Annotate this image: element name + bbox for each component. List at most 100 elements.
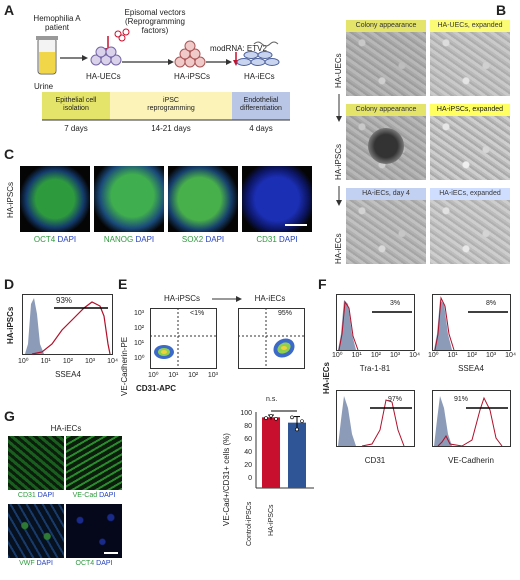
f-label-ssea4: SSEA4 <box>458 364 484 373</box>
bar-point-0-0 <box>264 416 268 420</box>
iecs-cells-icon <box>236 51 280 66</box>
modrna-label: modRNA: ETV2 <box>210 44 267 53</box>
micrograph-uecs-colony: Colony appearance <box>346 20 426 96</box>
bar-xlabel-control: Control-iPSCs <box>246 501 253 546</box>
panel-g-staining: HA-iECs CD31 DAPI VE-Cad DAPI VWF DAPI O… <box>0 424 124 580</box>
label-oct4: OCT4 DAPI <box>20 235 90 244</box>
label-cd31: CD31 DAPI <box>242 235 312 244</box>
f-label-vecad: VE-Cadherin <box>448 456 494 465</box>
e-left-title: HA-iPSCs <box>163 294 200 303</box>
urine-tube-icon <box>36 36 58 75</box>
bar-1 <box>288 422 306 488</box>
caption-ipscs-expanded: HA-iPSCs, expanded <box>430 104 510 116</box>
panel-label-a: A <box>4 2 15 18</box>
g-title: HA-iECs <box>50 424 82 433</box>
d-xtick: 10² <box>62 358 73 365</box>
bar-ytick: 60 <box>244 436 252 443</box>
d-xlabel: SSEA4 <box>55 370 81 379</box>
bar-0 <box>262 417 280 488</box>
f-hist-tra181 <box>336 294 415 351</box>
bar-ns: n.s. <box>266 396 278 403</box>
scale-bar-c <box>285 224 307 226</box>
d-xtick: 10⁰ <box>18 358 29 365</box>
label-sox2-dapi: DAPI <box>205 235 225 244</box>
label-sox2: SOX2 DAPI <box>168 235 238 244</box>
e-ytick: 10³ <box>134 310 145 317</box>
c-row-label: HA-iPSCs <box>6 181 15 218</box>
g-label-cd31: CD31 DAPI <box>8 492 64 500</box>
label-nanog: NANOG DAPI <box>94 235 164 244</box>
label-oct4-dapi: DAPI <box>57 235 77 244</box>
bar-point-1-1 <box>295 427 299 432</box>
e-xlabel: CD31-APC <box>136 384 177 393</box>
bar-point-1-0 <box>290 415 294 420</box>
g-label-vecad-dapi: DAPI <box>99 492 116 499</box>
caption-uecs-expanded: HA-UECs, expanded <box>430 20 510 32</box>
stage-2-label: iPSC reprogramming <box>147 97 195 112</box>
panel-f-histograms: HA-iECs 3% 8% 97% 91% <box>318 290 520 490</box>
plasmid-icon <box>114 28 130 42</box>
label-oct4-marker: OCT4 <box>33 235 56 244</box>
ipscs-label: HA-iPSCs <box>174 72 211 81</box>
stain-g-oct4 <box>66 504 122 558</box>
f-xtick: 10⁰ <box>428 352 439 359</box>
iecs-label: HA-iECs <box>244 72 275 81</box>
f-pct-cd31: 97% <box>388 396 403 403</box>
bar-point-1-2 <box>300 419 304 423</box>
label-nanog-dapi: DAPI <box>135 235 155 244</box>
bar-ylabel: VE-Cad+/CD31+ cells (%) <box>222 433 231 526</box>
micrograph-ipscs-expanded: HA-iPSCs, expanded <box>430 104 510 180</box>
panel-label-f: F <box>318 276 327 292</box>
e-ylabel: VE-Cadherin-PE <box>120 336 129 396</box>
panel-e-flow: HA-iPSCs HA-iECs VE-Cadherin-PE 10³ 10² 10… <box>118 290 318 580</box>
stage-1-label: Epithelial cell isolation <box>55 97 97 112</box>
bar-xlabels: Control-iPSCs HA-iPSCs <box>246 496 318 556</box>
e-ytick: 10² <box>134 325 145 332</box>
f-xticks-1: 10⁰ 10¹ 10² 10³ 10⁴ <box>332 352 420 360</box>
f-xtick: 10⁴ <box>409 352 420 359</box>
d-xticks: 10⁰ 10¹ 10² 10³ 10⁴ <box>18 358 118 366</box>
stage-3-label: Endothelial differentiation <box>240 97 282 112</box>
g-label-oct4-marker: OCT4 <box>75 560 95 567</box>
g-label-vecad-marker: VE-Cad <box>72 492 98 499</box>
bar-point-0-1 <box>269 413 273 418</box>
micrograph-iecs-expanded: HA-iECs, expanded <box>430 188 510 264</box>
e-xticks: 10⁰ 10¹ 10² 10³ <box>148 372 218 380</box>
time-3: 4 days <box>249 124 273 133</box>
d-xtick: 10³ <box>84 358 96 365</box>
f-xtick: 10³ <box>485 352 497 359</box>
f-pct-vecad: 91% <box>454 396 469 403</box>
panel-c-immunostaining: HA-iPSCs OCT4 DAPI NANOG DAPI SOX2 DAPI … <box>0 162 320 274</box>
f-xtick: 10¹ <box>447 352 458 359</box>
urine-label: Urine <box>34 82 54 91</box>
e-right-pct: 95% <box>278 310 293 317</box>
stage-box-1 <box>42 92 110 120</box>
f-pct-ssea4: 8% <box>486 300 497 307</box>
stain-g-cd31 <box>8 436 64 490</box>
bar-ytick: 80 <box>244 423 252 430</box>
e-arrow <box>212 296 242 302</box>
time-2: 14-21 days <box>151 124 191 133</box>
stain-nanog <box>94 166 164 232</box>
g-label-vwf-dapi: DAPI <box>36 560 53 567</box>
stain-cd31 <box>242 166 312 232</box>
f-xtick: 10⁴ <box>505 352 516 359</box>
stain-oct4 <box>20 166 90 232</box>
g-label-vecad: VE-Cad DAPI <box>66 492 122 500</box>
g-label-vwf-marker: VWF <box>19 560 35 567</box>
e-right-title: HA-iECs <box>254 294 286 303</box>
bar-ytick: 0 <box>248 475 252 482</box>
panel-label-g: G <box>4 408 15 424</box>
panel-d-histogram: HA-iPSCs 93% 10⁰ 10¹ 10² 10³ 10⁴ SSEA4 <box>0 292 118 402</box>
d-percent: 93% <box>56 296 73 305</box>
d-histogram-plot <box>22 294 113 355</box>
f-pct-tra181: 3% <box>390 300 401 307</box>
patient-label: Hemophilia A patient <box>33 14 81 32</box>
g-label-oct4-dapi: DAPI <box>96 560 113 567</box>
caption-uecs-colony: Colony appearance <box>346 20 426 32</box>
d-row-label: HA-iPSCs <box>6 306 15 344</box>
stain-g-vwf <box>8 504 64 558</box>
label-nanog-marker: NANOG <box>103 235 134 244</box>
g-label-oct4: OCT4 DAPI <box>66 560 122 568</box>
e-xtick: 10⁰ <box>148 372 159 379</box>
